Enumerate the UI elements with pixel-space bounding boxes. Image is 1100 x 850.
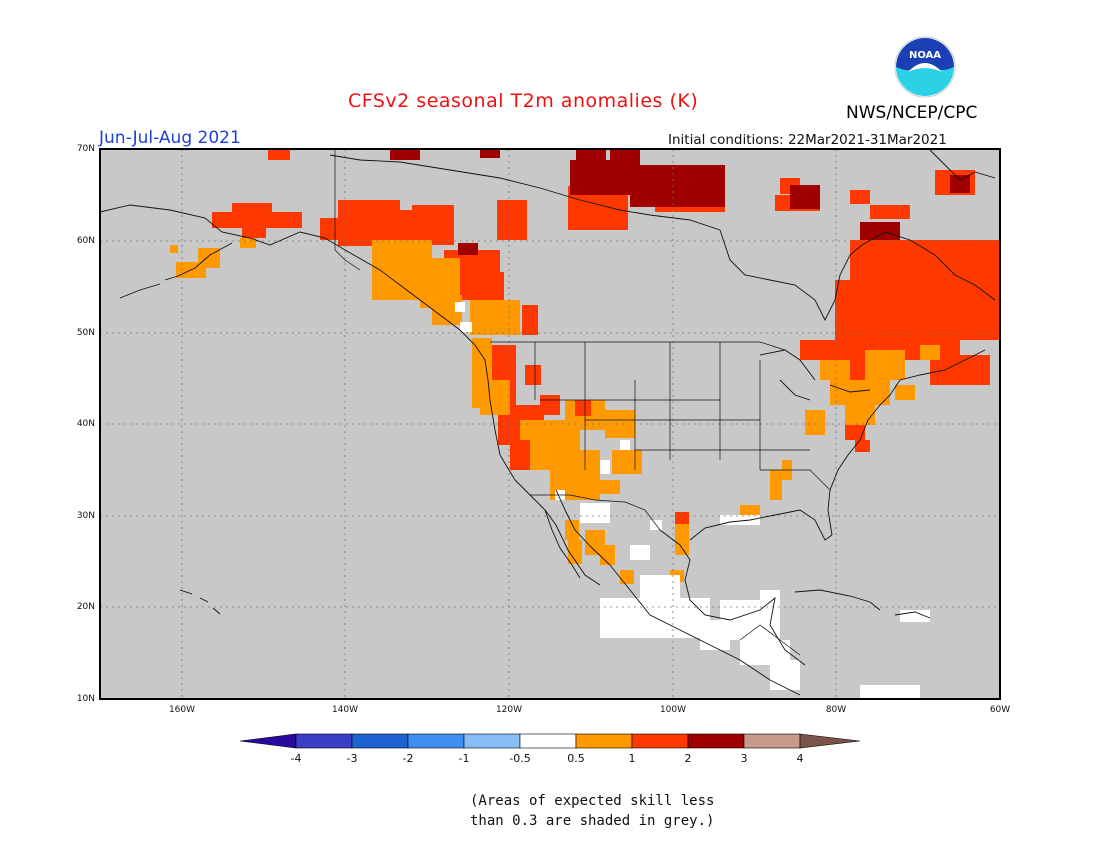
logo-text: NOAA xyxy=(909,50,941,61)
great-lakes xyxy=(759,349,871,401)
lon-label-100w: 100W xyxy=(659,705,687,715)
alaska-canada-border xyxy=(334,150,361,271)
lat-label-60n: 60N xyxy=(76,236,95,246)
east-coast xyxy=(827,349,986,536)
arctic-coast xyxy=(329,154,721,231)
coastlines xyxy=(100,149,996,696)
hudson-bay xyxy=(719,229,863,322)
hawaii xyxy=(179,589,221,615)
labrador-coast xyxy=(861,231,996,301)
colorbar-label-minus4: -4 xyxy=(290,752,302,765)
colorbar-label-minus2: -2 xyxy=(402,752,414,765)
skill-note-line-2: than 0.3 are shaded in grey.) xyxy=(470,813,715,829)
colorbar-bin-4 xyxy=(463,733,521,749)
colorbar-min-arrow xyxy=(239,733,297,749)
boundaries xyxy=(334,150,831,656)
anomaly-patch-northeast-light xyxy=(805,345,940,435)
agency-label: NWS/NCEP/CPC xyxy=(846,103,978,123)
hispaniola xyxy=(894,611,931,619)
lat-label-10n: 10N xyxy=(76,694,95,704)
alaska-coast xyxy=(100,204,441,316)
colorbar-label-4: 4 xyxy=(796,752,804,765)
lon-label-80w: 80W xyxy=(825,705,847,715)
colorbar-max-arrow xyxy=(799,733,861,749)
lon-label-160w: 160W xyxy=(168,705,196,715)
lat-label-50n: 50N xyxy=(76,328,95,338)
west-coast xyxy=(439,314,601,586)
colorbar-label-minus3: -3 xyxy=(346,752,358,765)
anomaly-shading xyxy=(170,150,1000,699)
colorbar-bin-8 xyxy=(687,733,745,749)
skill-note-line-1: (Areas of expected skill less xyxy=(470,793,715,809)
baja xyxy=(544,489,591,579)
anomaly-patch-bc-light xyxy=(372,240,520,415)
lat-label-20n: 20N xyxy=(76,602,95,612)
anomaly-patch-alaska xyxy=(212,150,302,238)
initial-conditions-label: Initial conditions: 22Mar2021-31Mar2021 xyxy=(668,132,947,148)
colorbar xyxy=(239,733,861,749)
lat-label-30n: 30N xyxy=(76,511,95,521)
colorbar-bin-2 xyxy=(351,733,409,749)
lat-label-70n: 70N xyxy=(76,144,95,154)
colorbar-label-05: 0.5 xyxy=(567,752,585,765)
lon-label-120w: 120W xyxy=(495,705,523,715)
map-title: CFSv2 seasonal T2m anomalies (K) xyxy=(348,90,699,112)
colorbar-bin-3 xyxy=(407,733,465,749)
anomaly-patch-southwest-us xyxy=(520,400,642,500)
gulf-coast xyxy=(659,509,833,666)
colorbar-label-minus05: -0.5 xyxy=(509,752,531,765)
colorbar-label-3: 3 xyxy=(740,752,748,765)
anomaly-patch-bc-darkred xyxy=(458,243,478,255)
cuba xyxy=(794,589,881,611)
mexico-west-coast xyxy=(589,545,801,696)
us-canada-border xyxy=(490,341,786,351)
state-lines xyxy=(534,342,831,491)
central-america xyxy=(739,624,801,656)
skill-note: (Areas of expected skill less than 0.3 a… xyxy=(470,791,730,831)
us-mexico-border xyxy=(530,494,661,531)
lon-gridlines xyxy=(181,149,837,699)
colorbar-bin-5 xyxy=(519,733,577,749)
colorbar-bin-9 xyxy=(743,733,801,749)
anomaly-patch-arctic-darkred xyxy=(390,150,970,242)
lat-gridlines xyxy=(100,240,1000,608)
colorbar-bin-1 xyxy=(295,733,353,749)
anomaly-patch-northeast-red xyxy=(845,425,870,452)
colorbar-bin-6 xyxy=(575,733,633,749)
noaa-logo: NOAA xyxy=(894,36,956,98)
anomaly-patch-mexico-red xyxy=(675,512,689,524)
colorbar-label-1: 1 xyxy=(628,752,636,765)
map-frame xyxy=(99,148,1001,700)
lon-label-60w: 60W xyxy=(989,705,1011,715)
colorbar-bin-7 xyxy=(631,733,689,749)
greenland-edge xyxy=(929,149,996,181)
lon-label-140w: 140W xyxy=(331,705,359,715)
season-label: Jun-Jul-Aug 2021 xyxy=(99,128,241,148)
lat-label-40n: 40N xyxy=(76,419,95,429)
colorbar-label-minus1: -1 xyxy=(458,752,470,765)
colorbar-label-2: 2 xyxy=(684,752,692,765)
